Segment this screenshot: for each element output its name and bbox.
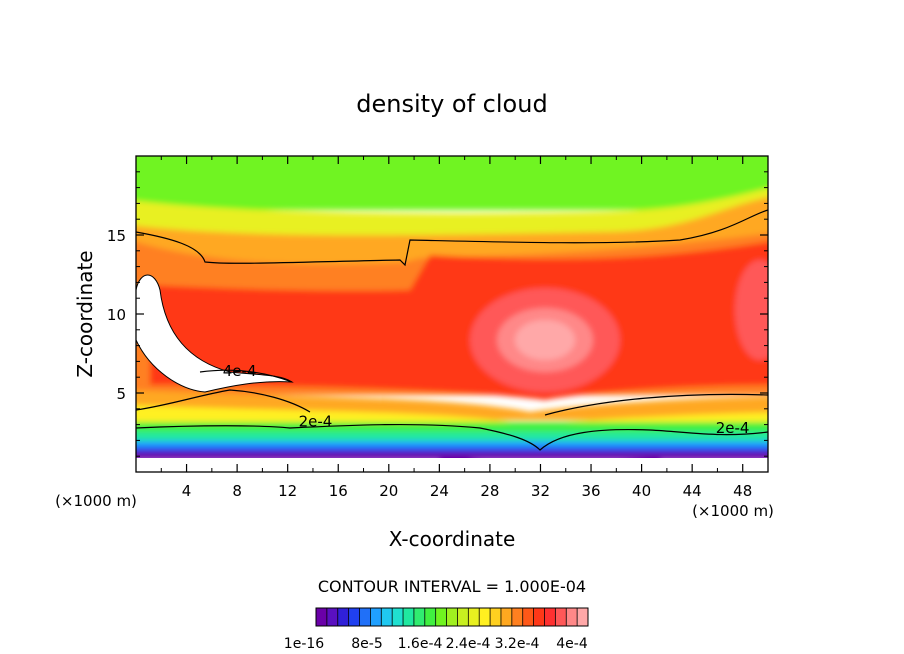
contour-interval: CONTOUR INTERVAL = 1.000E-04 [318,577,586,596]
x-axis-label: X-coordinate [389,527,516,551]
x-tick-label: 20 [379,482,398,500]
contour-mid-right [544,393,769,416]
colorbar-tick-label: 4e-4 [556,636,588,652]
contour-label: 2e-4 [299,413,333,431]
colorbar-swatch [381,608,393,626]
colorbar-swatch [533,608,545,626]
x-tick-label: 36 [581,482,600,500]
x-tick-label: 24 [430,482,449,500]
band-low-purple [136,452,768,460]
band-low-cyan [136,441,768,449]
x-tick-label: 40 [632,482,651,500]
colorbar-swatch [392,608,404,626]
colorbar-tick-label: 1.6e-4 [398,636,443,652]
colorbar-swatch [522,608,534,626]
colorbar-swatch [435,608,447,626]
colorbar-swatch [500,608,513,626]
colorbar-frame [315,607,589,627]
x-axis-ticks: 4 8 12 16 20 24 28 32 36 40 44 48 [160,156,752,500]
y-tick-label: 15 [107,227,126,245]
colorbar-swatch [468,608,480,626]
y-tick-label: 10 [107,306,126,324]
right-core [735,260,768,360]
colorbar [315,607,589,627]
contour-4e-4 [199,369,293,383]
x-tick-label: 44 [683,482,702,500]
contour-labels: 4e-4 2e-4 2e-4 [223,362,750,437]
colorbar-tick-label: 8e-5 [351,636,382,652]
colorbar-swatch [413,608,426,626]
colorbar-swatch [577,608,589,626]
contour-label: 4e-4 [223,362,257,380]
x-unit-right: (×1000 m) [692,502,774,520]
colorbar-swatch [370,608,382,626]
x-tick-label: 32 [531,482,550,500]
y-axis-label: Z-coordinate [73,250,97,377]
band-bottom-white [136,458,768,472]
colorbar-swatch [316,608,328,626]
colorbar-swatch [359,608,371,626]
colorbar-swatch [424,608,436,626]
contour-lines [135,209,769,451]
colorbar-swatch [403,608,415,626]
contour-field [136,156,768,472]
contour-low-near [135,389,311,413]
colorbar-tick-label: 1e-16 [284,636,324,652]
y-tick-label: 5 [116,385,126,403]
colorbar-swatch [326,608,339,626]
band-low-green [136,422,768,434]
contour-label: 2e-4 [716,419,750,437]
colorbar-swatch [511,608,524,626]
contour-2e-4 [135,423,769,451]
x-unit-left: (×1000 m) [55,492,137,510]
colorbar-labels: 1e-16 8e-5 1.6e-4 2.4e-4 3.2e-4 4e-4 [284,636,588,652]
colorbar-swatch [348,608,360,626]
core-lightest [515,320,575,360]
colorbar-tick-label: 2.4e-4 [446,636,491,652]
colorbar-swatch [457,608,469,626]
x-tick-label: 12 [278,482,297,500]
x-tick-label: 8 [232,482,242,500]
colorbar-tick-label: 3.2e-4 [495,636,540,652]
contour-upper [135,209,769,267]
colorbar-swatch [479,608,491,626]
colorbar-swatch [446,608,458,626]
colorbar-swatch [555,608,567,626]
x-tick-label: 16 [329,482,348,500]
y-axis-ticks: 5 10 15 [107,171,768,457]
colorbar-swatch [544,608,556,626]
x-tick-label: 28 [480,482,499,500]
x-tick-label: 48 [733,482,752,500]
colorbar-swatch [337,608,349,626]
colorbar-swatch [490,608,502,626]
chart-title: density of cloud [356,90,547,118]
colorbar-swatch [566,608,578,626]
band-low-blue [136,447,768,453]
band-top-green [136,156,768,210]
band-top-yellow [136,187,768,240]
x-tick-label: 4 [182,482,192,500]
